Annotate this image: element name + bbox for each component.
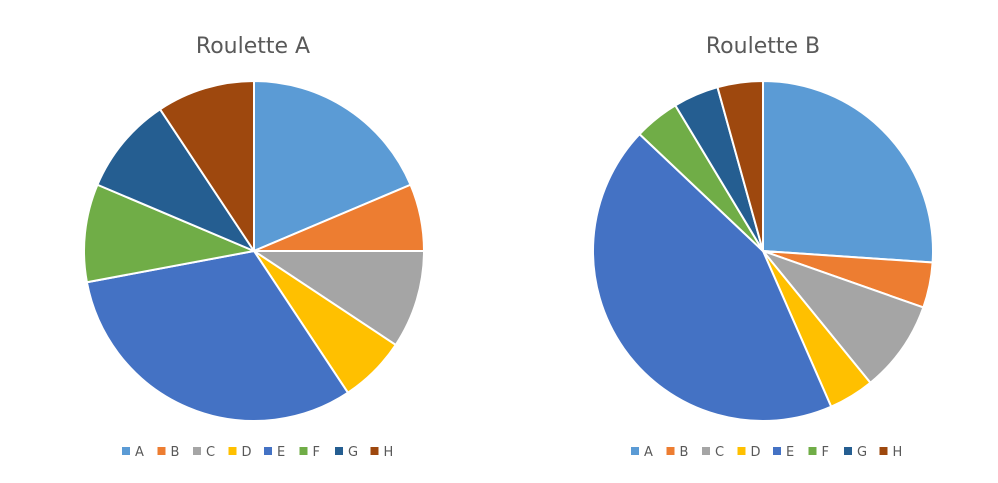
legend-swatch: [264, 447, 272, 455]
legend-item-h: H: [879, 445, 903, 460]
legend-label: F: [822, 445, 829, 460]
legend-item-g: G: [844, 445, 867, 460]
pie-slice-e: [591, 133, 833, 422]
legend-label: G: [348, 445, 358, 460]
legend-swatch: [122, 447, 130, 455]
legend-label: H: [893, 445, 903, 460]
legend: A B C D E F G H: [122, 445, 393, 460]
legend-item-d: D: [737, 445, 761, 460]
legend-swatch: [808, 447, 817, 455]
legend-item-a: A: [631, 445, 653, 460]
pie-slices: [83, 80, 425, 422]
legend-swatch: [157, 447, 166, 455]
chart-roulette-b: Roulette B A B C D E F G H: [499, 0, 998, 483]
legend-swatch: [193, 447, 201, 455]
legend-label: C: [206, 445, 215, 460]
legend-item-h: H: [370, 445, 394, 460]
legend-swatch: [702, 447, 710, 455]
legend-item-c: C: [702, 445, 724, 460]
legend-label: D: [242, 445, 252, 460]
legend-item-f: F: [299, 445, 320, 460]
chart-title: Roulette B: [706, 34, 820, 59]
legend-swatch: [773, 447, 781, 455]
legend-swatch: [737, 447, 746, 455]
pie-slices: [591, 80, 934, 422]
legend-swatch: [228, 447, 237, 455]
legend-label: D: [751, 445, 761, 460]
legend-item-b: B: [666, 445, 689, 460]
legend-label: E: [786, 445, 794, 460]
legend-item-e: E: [773, 445, 794, 460]
legend-label: C: [715, 445, 724, 460]
pie-slice-a: [253, 80, 412, 252]
legend-item-a: A: [122, 445, 144, 460]
legend-swatch: [370, 447, 379, 455]
legend-swatch: [631, 447, 639, 455]
pie-slice-e: [85, 250, 349, 422]
legend-item-d: D: [228, 445, 252, 460]
legend-label: B: [171, 445, 180, 460]
legend-item-e: E: [264, 445, 285, 460]
pie-slice-f: [83, 183, 255, 284]
legend-label: H: [384, 445, 394, 460]
pie-slice-g: [96, 108, 255, 252]
pie-chart-svg: Roulette B A B C D E F G H: [591, 34, 934, 460]
chart-roulette-a: Roulette A A B C D E F G H: [83, 34, 425, 460]
legend-item-f: F: [808, 445, 829, 460]
legend: A B C D E F G H: [631, 445, 902, 460]
pie-chart-svg: Roulette A A B C D E F G H: [83, 34, 425, 460]
legend-swatch: [879, 447, 888, 455]
pie-slice-c: [762, 250, 925, 384]
legend-swatch: [666, 447, 675, 455]
legend-label: A: [135, 445, 144, 460]
pie-slice-c: [253, 250, 425, 346]
legend-label: A: [644, 445, 653, 460]
pie-slice-h: [716, 80, 764, 252]
legend-label: E: [277, 445, 285, 460]
legend-swatch: [844, 447, 852, 455]
pie-slice-h: [159, 80, 255, 252]
legend-label: G: [857, 445, 867, 460]
chart-title: Roulette A: [196, 34, 310, 59]
legend-item-b: B: [157, 445, 180, 460]
legend-swatch: [335, 447, 343, 455]
legend-item-g: G: [335, 445, 358, 460]
pie-slice-a: [762, 80, 934, 264]
legend-item-c: C: [193, 445, 215, 460]
legend-label: B: [680, 445, 689, 460]
legend-label: F: [313, 445, 320, 460]
legend-swatch: [299, 447, 308, 455]
